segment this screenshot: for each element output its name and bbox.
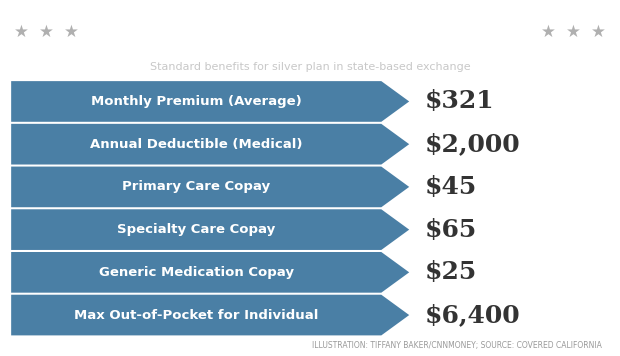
Text: Monthly Premium (Average): Monthly Premium (Average) <box>91 95 301 108</box>
Text: ★: ★ <box>39 23 54 41</box>
Text: Primary Care Copay: Primary Care Copay <box>122 180 270 193</box>
Text: $25: $25 <box>425 260 477 284</box>
Text: $2,000: $2,000 <box>425 132 520 156</box>
Text: Obamacare in California: Obamacare in California <box>110 17 510 47</box>
Text: ★: ★ <box>591 23 606 41</box>
Polygon shape <box>11 295 409 335</box>
Polygon shape <box>11 124 409 164</box>
Polygon shape <box>11 167 409 207</box>
Polygon shape <box>11 81 409 122</box>
Text: Max Out-of-Pocket for Individual: Max Out-of-Pocket for Individual <box>74 309 319 321</box>
Text: $321: $321 <box>425 89 494 114</box>
Text: $65: $65 <box>425 218 477 242</box>
Text: Annual Deductible (Medical): Annual Deductible (Medical) <box>90 138 303 151</box>
Polygon shape <box>11 209 409 250</box>
Text: $6,400: $6,400 <box>425 303 520 327</box>
Text: ILLUSTRATION: TIFFANY BAKER/CNNMONEY; SOURCE: COVERED CALIFORNIA: ILLUSTRATION: TIFFANY BAKER/CNNMONEY; SO… <box>311 341 601 350</box>
Text: ★: ★ <box>14 23 29 41</box>
Polygon shape <box>11 252 409 293</box>
Text: ★: ★ <box>64 23 79 41</box>
Text: ★: ★ <box>566 23 581 41</box>
Text: Standard benefits for silver plan in state-based exchange: Standard benefits for silver plan in sta… <box>149 62 471 72</box>
Text: ★: ★ <box>541 23 556 41</box>
Text: Generic Medication Copay: Generic Medication Copay <box>99 266 294 279</box>
Text: Specialty Care Copay: Specialty Care Copay <box>117 223 275 236</box>
Text: $45: $45 <box>425 175 477 199</box>
